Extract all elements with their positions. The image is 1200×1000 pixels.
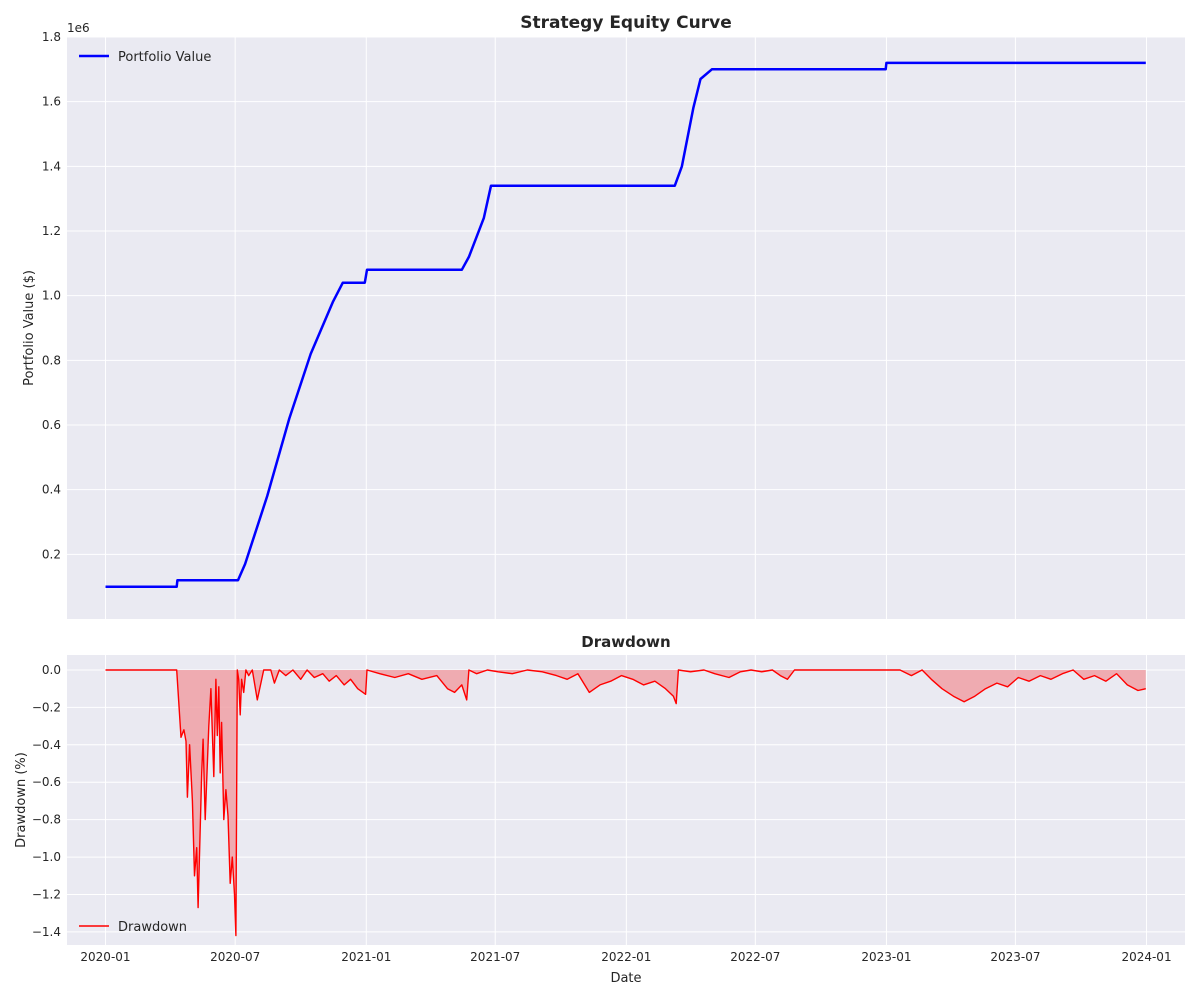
equity-y-tick-label: 1.6 bbox=[42, 95, 61, 109]
x-tick-label: 2024-01 bbox=[1121, 950, 1171, 964]
x-tick-label: 2021-01 bbox=[341, 950, 391, 964]
drawdown-x-ticks: 2020-01 2020-07 2021-01 2021-07 2022-01 2022-… bbox=[80, 950, 1171, 964]
drawdown-legend-label: Drawdown bbox=[118, 920, 187, 935]
x-tick-label: 2021-07 bbox=[470, 950, 520, 964]
equity-y-tick-label: 0.4 bbox=[42, 483, 61, 497]
drawdown-panel: −1.4−1.2−1.0−0.8−0.6−0.4−0.20.0 2020-01 2… bbox=[14, 633, 1185, 986]
equity-y-tick-label: 0.8 bbox=[42, 353, 61, 367]
equity-y-tick-label: 0.2 bbox=[42, 547, 61, 561]
equity-series-layer bbox=[105, 61, 1146, 588]
drawdown-y-tick-label: −0.6 bbox=[32, 775, 61, 789]
equity-y-tick-label: 1.8 bbox=[42, 30, 61, 44]
portfolio-value-line bbox=[105, 61, 1146, 588]
drawdown-y-axis-label: Drawdown (%) bbox=[14, 752, 29, 848]
x-tick-label: 2020-01 bbox=[80, 950, 130, 964]
drawdown-y-tick-label: −1.4 bbox=[32, 925, 61, 939]
drawdown-x-axis-label: Date bbox=[610, 971, 641, 986]
drawdown-legend: Drawdown bbox=[79, 920, 187, 935]
drawdown-line bbox=[105, 669, 1146, 937]
equity-grid bbox=[67, 36, 1185, 619]
drawdown-y-tick-label: −0.4 bbox=[32, 738, 61, 752]
drawdown-y-ticks: −1.4 −1.2 −1.0 −0.8 −0.6 −0.4 −0.2 0.0 bbox=[32, 663, 61, 939]
x-tick-label: 2023-01 bbox=[861, 950, 911, 964]
equity-title: Strategy Equity Curve bbox=[520, 13, 731, 33]
x-tick-label: 2022-01 bbox=[601, 950, 651, 964]
equity-legend-label: Portfolio Value bbox=[118, 50, 211, 65]
equity-y-offset-label: 1e6 bbox=[67, 21, 90, 35]
equity-y-tick-label: 1.2 bbox=[42, 224, 61, 238]
equity-y-axis-label: Portfolio Value ($) bbox=[22, 270, 37, 386]
equity-y-tick-label: 1.0 bbox=[42, 289, 61, 303]
equity-legend: Portfolio Value bbox=[79, 50, 211, 65]
drawdown-y-tick-label: −1.0 bbox=[32, 850, 61, 864]
drawdown-title: Drawdown bbox=[581, 633, 670, 651]
equity-panel: 0.2 0.4 0.6 0.8 1.0 1.2 1.4 1.6 1.8 Strategy Equ… bbox=[22, 13, 1185, 619]
x-tick-label: 2023-07 bbox=[990, 950, 1040, 964]
drawdown-series-layer bbox=[105, 669, 1146, 937]
drawdown-y-tick-label: −0.8 bbox=[32, 813, 61, 827]
drawdown-grid bbox=[67, 655, 1185, 945]
drawdown-y-tick-label: 0.0 bbox=[42, 663, 61, 677]
x-tick-label: 2020-07 bbox=[210, 950, 260, 964]
drawdown-y-tick-label: −1.2 bbox=[32, 887, 61, 901]
x-tick-label: 2022-07 bbox=[730, 950, 780, 964]
equity-y-tick-label: 0.6 bbox=[42, 418, 61, 432]
equity-y-tick-label: 1.4 bbox=[42, 159, 61, 173]
drawdown-area-fill bbox=[105, 670, 1146, 936]
equity-y-ticks: 0.2 0.4 0.6 0.8 1.0 1.2 1.4 1.6 1.8 bbox=[42, 30, 61, 561]
drawdown-y-tick-label: −0.2 bbox=[32, 700, 61, 714]
